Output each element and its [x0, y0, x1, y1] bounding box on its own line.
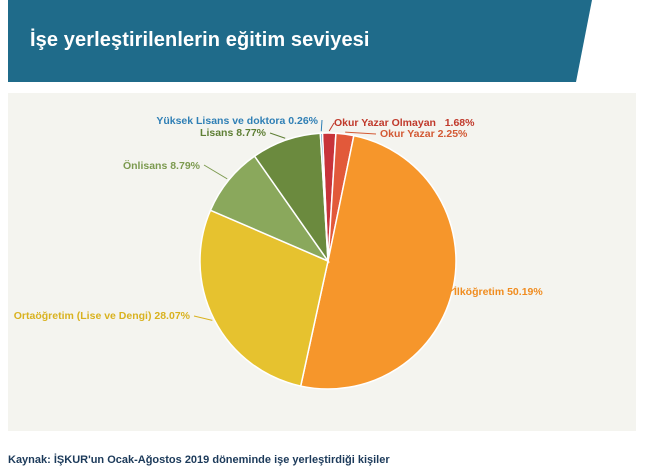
data-label-lisans: Lisans 8.77% — [200, 127, 267, 139]
pie-slice-yuksek-lisans-ve-doktora — [319, 132, 329, 262]
data-label-yuksek-lisans-ve-doktora: Yüksek Lisans ve doktora 0.26% — [156, 115, 318, 127]
data-label-ortaogretim-lise-ve-dengi: Ortaöğretim (Lise ve Dengi) 28.07% — [14, 310, 191, 322]
leader-line-yuksek-lisans-ve-doktora — [320, 119, 323, 132]
pie-chart: Okur Yazar Olmayan 1.68%Okur Yazar 2.25%… — [14, 115, 543, 390]
pie-slice-ortaogretim-lise-ve-dengi — [199, 209, 329, 387]
leader-line-ortaogretim-lise-ve-dengi — [193, 315, 213, 321]
leader-line-okur-yazar-olmayan — [328, 122, 335, 132]
data-label-onlisans: Önlisans 8.79% — [123, 159, 201, 172]
header-banner-fold — [576, 0, 592, 82]
chart-panel: Okur Yazar Olmayan 1.68% Okur Yazar 2.25%… — [8, 93, 636, 431]
data-label-okur-yazar: Okur Yazar 2.25% — [380, 128, 468, 140]
leader-line-lisans — [269, 132, 286, 139]
leader-line-ilkogretim — [449, 287, 456, 293]
header-banner: İşe yerleştirilenlerin eğitim seviyesi — [8, 0, 576, 82]
leader-line-okur-yazar — [345, 131, 377, 135]
leader-line-onlisans — [203, 164, 228, 180]
data-label-ilkogretim: İlköğretim 50.19% — [454, 285, 543, 298]
pie-slice-ilkogretim — [299, 134, 457, 390]
page-title: İşe yerleştirilenlerin eğitim seviyesi — [30, 29, 370, 51]
source-note: Kaynak: İŞKUR'un Ocak-Ağostos 2019 dönem… — [8, 454, 390, 466]
data-label-okur-yazar-olmayan: Okur Yazar Olmayan 1.68% — [334, 117, 475, 129]
